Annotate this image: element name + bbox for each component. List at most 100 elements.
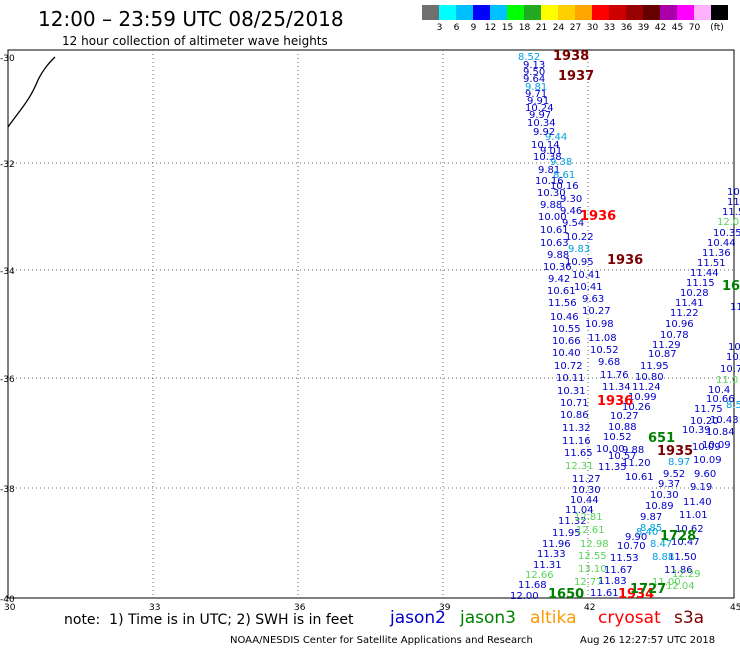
wave-height-value: 10.09: [702, 440, 731, 451]
wave-height-value: 12.29: [672, 569, 701, 580]
wave-height-value: 10.44: [570, 495, 599, 506]
wave-height-value: 9.46: [560, 206, 582, 217]
wave-height-value: 11.32: [558, 516, 587, 527]
wave-height-value: 10.80: [635, 372, 664, 383]
wave-height-value: 9.92: [533, 127, 555, 138]
legend-jason3: jason3: [460, 608, 516, 628]
wave-height-value: 10.52: [603, 432, 632, 443]
wave-height-value: 11.5: [722, 207, 740, 218]
time-label: 651: [648, 431, 675, 446]
wave-height-value: 10.87: [648, 349, 677, 360]
wave-height-value: 10.96: [665, 319, 694, 330]
wave-height-value: 12.55: [578, 551, 607, 562]
lon-label: 33: [149, 603, 160, 610]
scale-label: 36: [620, 23, 633, 33]
scale-swatch: [422, 5, 439, 20]
wave-height-value: 8.52: [518, 52, 540, 63]
wave-height-value: 10.09: [692, 442, 721, 453]
map-title: 12:00 – 23:59 UTC 08/25/2018: [38, 7, 344, 31]
lat-label: -36: [0, 375, 15, 385]
wave-height-value: 11.95: [552, 528, 581, 539]
wave-height-value: 10.11: [556, 373, 585, 384]
wave-height-value: 10.86: [560, 410, 589, 421]
scale-label: 33: [603, 23, 616, 33]
wave-height-value: 11.68: [518, 580, 547, 591]
wave-height-value: 8.40: [636, 527, 658, 538]
wave-height-value: 10.44: [707, 238, 736, 249]
wave-height-value: 11.50: [668, 552, 697, 563]
scale-label: 39: [637, 23, 650, 33]
lat-label: -40: [0, 595, 15, 605]
scale-swatch: [626, 5, 643, 20]
wave-height-value: 11.15: [686, 278, 715, 289]
scale-label: 12: [484, 23, 497, 33]
time-label: 1936: [597, 394, 633, 409]
scale-label: 30: [586, 23, 599, 33]
wave-height-value: 10: [727, 187, 740, 198]
time-label: 1728: [660, 529, 696, 544]
wave-height-value: 10.88: [608, 422, 637, 433]
scale-swatch: [592, 5, 609, 20]
wave-height-value: 9.90: [625, 532, 647, 543]
wave-height-value: 11.35: [598, 462, 627, 473]
wave-height-value: 11.32: [562, 423, 591, 434]
time-label: 1650: [548, 587, 584, 602]
wave-height-value: 9.88: [547, 250, 569, 261]
time-label: 1938: [553, 49, 589, 64]
wave-height-value: 11.76: [600, 370, 629, 381]
scale-label: 15: [501, 23, 514, 33]
wave-height-value: 10.98: [585, 319, 614, 330]
scale-swatch: [541, 5, 558, 20]
wave-height-value: 9.52: [663, 469, 685, 480]
wave-height-value: 11.00: [652, 577, 681, 588]
time-label: 1934: [618, 587, 654, 602]
wave-height-value: 9.88: [540, 200, 562, 211]
wave-height-value: 10.4: [708, 385, 730, 396]
wave-height-value: 10.71: [560, 398, 589, 409]
wave-height-value: 11.0: [716, 375, 738, 386]
wave-height-value: 10: [728, 342, 740, 353]
wave-height-value: 10.61: [547, 286, 576, 297]
wave-height-value: 10.38: [533, 152, 562, 163]
wave-height-value: 12.31: [565, 461, 594, 472]
wave-height-value: 10.00: [596, 444, 625, 455]
wave-height-value: 9.87: [640, 512, 662, 523]
lon-label: 36: [294, 603, 306, 610]
wave-height-value: 9.44: [545, 132, 567, 143]
wave-height-value: 8.88: [652, 552, 674, 563]
wave-height-value: 10.30: [650, 490, 679, 501]
scale-swatch: [694, 5, 711, 20]
wave-height-value: 9.71: [525, 89, 547, 100]
wave-height-value: 10.47: [671, 537, 700, 548]
map-frame: [7, 49, 735, 599]
wave-height-value: 10.30: [572, 485, 601, 496]
wave-height-value: 9.50: [523, 67, 545, 78]
wave-height-value: 11.20: [622, 458, 651, 469]
wave-height-value: 11.33: [537, 549, 566, 560]
scale-label: 27: [569, 23, 582, 33]
wave-height-value: 10.70: [617, 541, 646, 552]
wave-height-value: 10.62: [675, 524, 704, 535]
wave-height-value: 10.63: [540, 238, 569, 249]
time-label: 1935: [657, 444, 693, 459]
wave-height-value: 10.40: [552, 348, 581, 359]
wave-height-value: 10.27: [582, 306, 611, 317]
scale-swatch: [524, 5, 541, 20]
wave-height-value: 9.13: [523, 60, 545, 71]
scale-swatch: [456, 5, 473, 20]
scale-swatch: [609, 5, 626, 20]
wave-height-value: 9.42: [548, 274, 570, 285]
wave-height-value: 9.60: [694, 469, 716, 480]
wave-height-value: 12.66: [525, 570, 554, 581]
wave-height-value: 10.61: [625, 472, 654, 483]
wave-height-value: 10.66: [552, 336, 581, 347]
scale-swatch: [439, 5, 456, 20]
wave-height-value: 12.98: [580, 539, 609, 550]
wave-height-value: 10.41: [572, 270, 601, 281]
wave-height-value: 9.63: [582, 294, 604, 305]
scale-label: 70: [688, 23, 701, 33]
wave-height-value: 12.77: [574, 577, 603, 588]
timestamp-text: Aug 26 12:27:57 UTC 2018: [580, 635, 716, 646]
wave-height-value: 11.08: [588, 333, 617, 344]
